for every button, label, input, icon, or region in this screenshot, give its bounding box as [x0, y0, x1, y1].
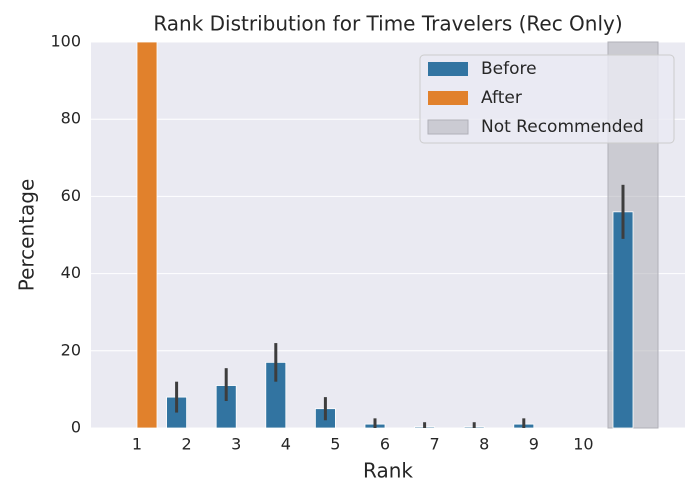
x-axis-label: Rank — [363, 459, 413, 483]
legend: Before After Not Recommended — [419, 54, 675, 144]
x-tick-label: 9 — [529, 435, 539, 454]
y-tick-label: 20 — [61, 340, 81, 359]
x-tick-label: 4 — [281, 435, 291, 454]
legend-label: Before — [481, 59, 537, 79]
grid — [91, 41, 685, 429]
y-tick-label: 80 — [61, 109, 81, 128]
x-tick-label: 6 — [380, 435, 390, 454]
x-tick-label: 2 — [182, 435, 192, 454]
legend-swatch — [428, 91, 468, 105]
x-tick-label: 3 — [231, 435, 241, 454]
x-tick-label: 5 — [330, 435, 340, 454]
y-axis-label: Percentage — [15, 179, 39, 292]
bar — [136, 41, 158, 429]
y-tick-label: 0 — [71, 418, 81, 437]
x-tick-label: 10 — [573, 435, 593, 454]
y-tick-label: 60 — [61, 186, 81, 205]
x-tick-label: 7 — [430, 435, 440, 454]
legend-swatch — [428, 62, 468, 76]
legend-box — [419, 54, 675, 144]
x-tick-label: 8 — [479, 435, 489, 454]
y-tick-label: 100 — [50, 32, 81, 51]
chart-title: Rank Distribution for Time Travelers (Re… — [153, 12, 622, 36]
legend-label: After — [481, 88, 522, 108]
legend-label: Not Recommended — [481, 117, 644, 137]
legend-swatch — [427, 119, 469, 135]
x-tick-label: 1 — [132, 435, 142, 454]
bar — [612, 211, 634, 429]
y-tick-label: 40 — [61, 263, 81, 282]
